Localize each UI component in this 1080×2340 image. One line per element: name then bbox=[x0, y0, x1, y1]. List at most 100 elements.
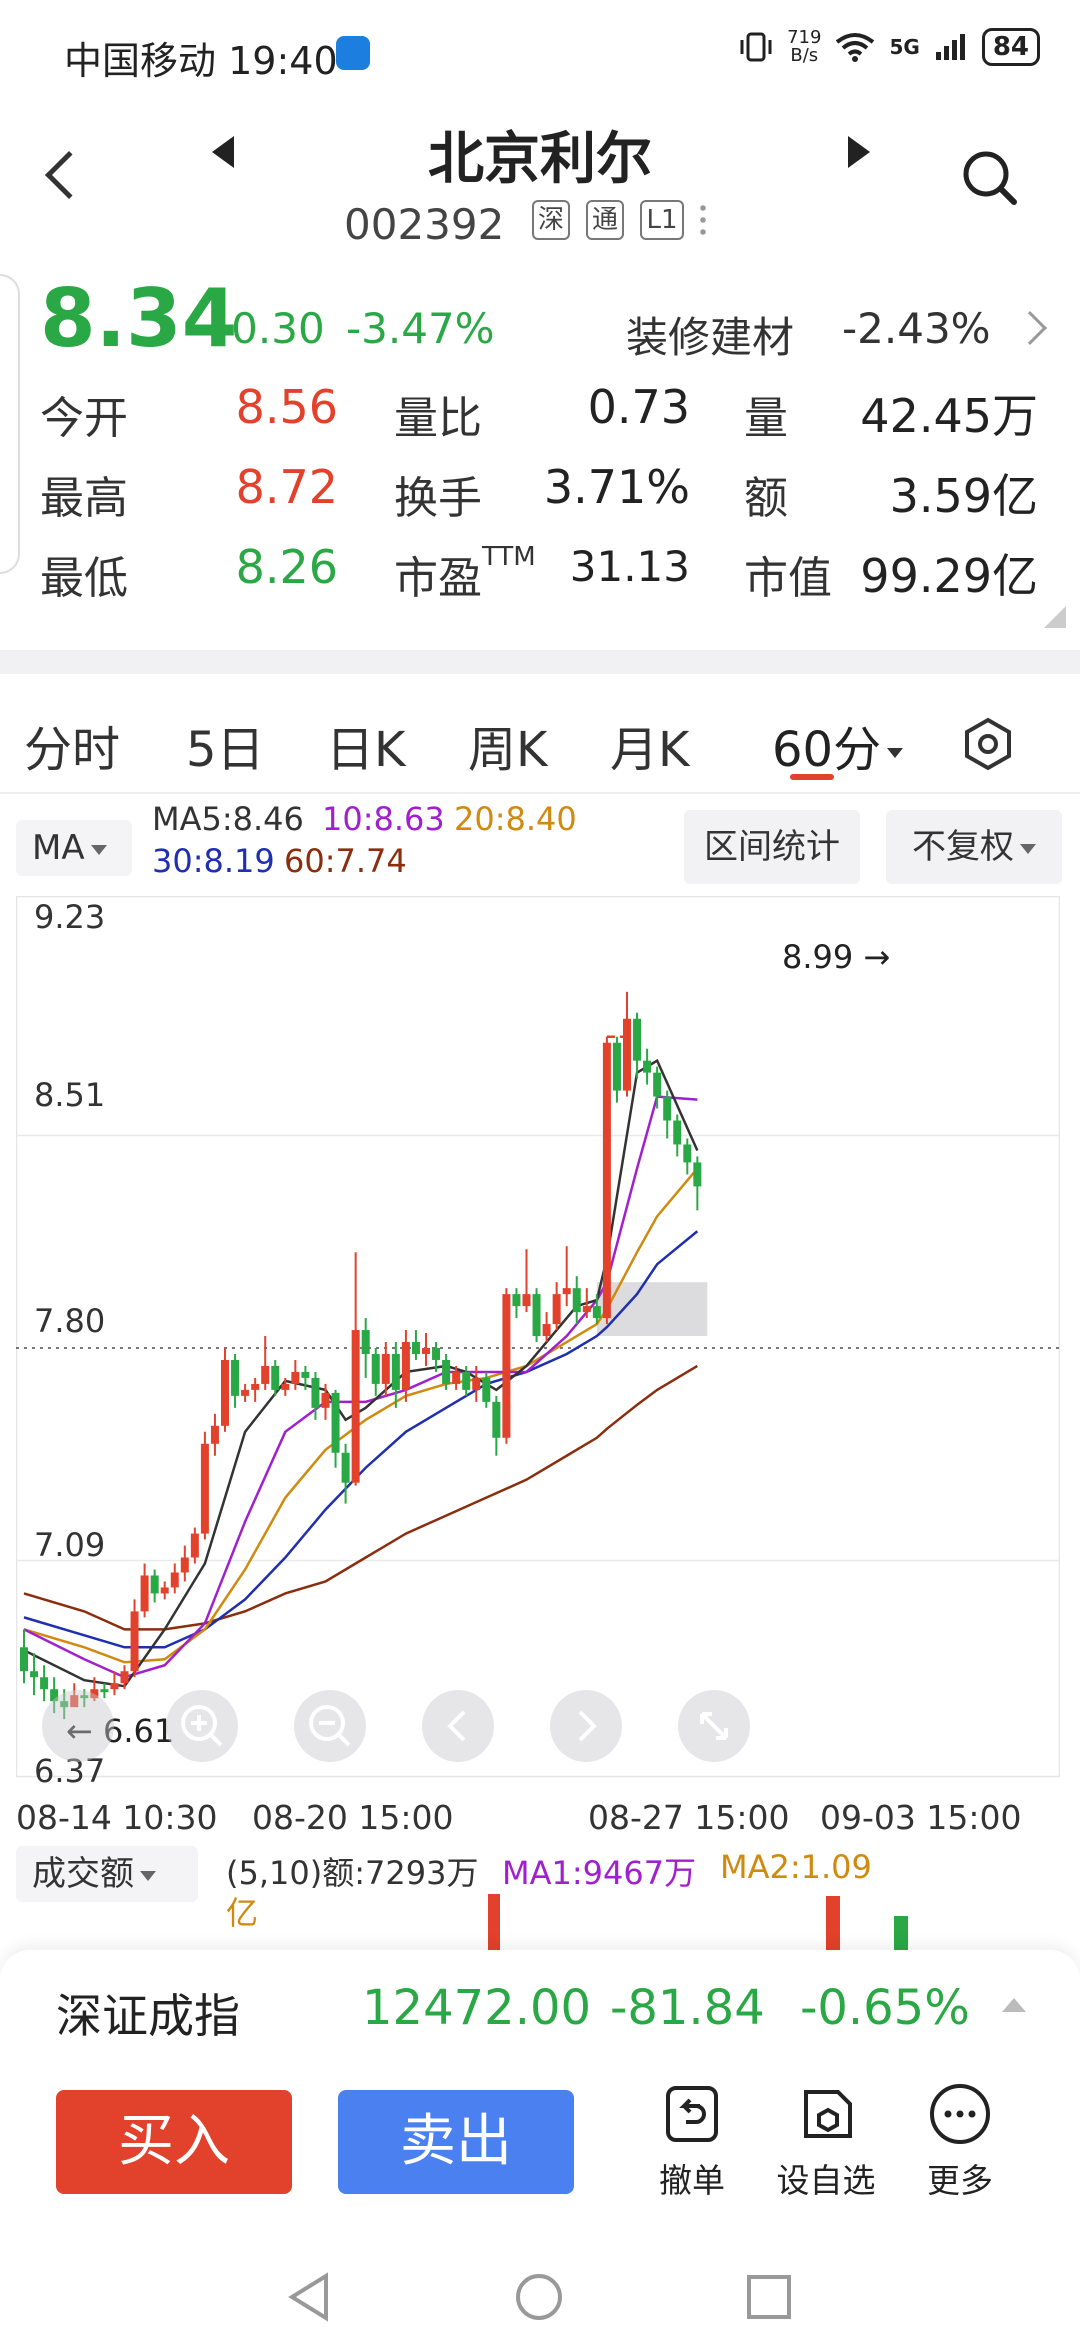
cancel-order-button[interactable]: 撤单 bbox=[642, 2082, 742, 2202]
candle-body bbox=[130, 1611, 139, 1672]
candle-body bbox=[80, 1695, 89, 1699]
fullscreen-button[interactable] bbox=[678, 1690, 750, 1762]
candle-body bbox=[241, 1389, 250, 1396]
battery-level: 84 bbox=[992, 32, 1029, 62]
net-speed-value: 719 bbox=[787, 27, 822, 48]
volume-label: 量 bbox=[744, 393, 788, 444]
candle-body bbox=[341, 1452, 350, 1483]
nav-recents-icon[interactable] bbox=[746, 2274, 792, 2320]
kline-svg[interactable] bbox=[16, 896, 1060, 1796]
turnover-value: 3.71% bbox=[543, 460, 690, 514]
more-button[interactable]: 更多 bbox=[910, 2082, 1010, 2202]
indicator-select[interactable]: MA bbox=[16, 820, 132, 876]
candle-body bbox=[140, 1575, 149, 1612]
search-icon[interactable] bbox=[960, 148, 1018, 206]
side-drawer-handle[interactable] bbox=[0, 274, 20, 574]
ma10-value: 10:8.63 bbox=[322, 800, 445, 838]
caret-down-icon bbox=[140, 1870, 156, 1881]
next-stock-icon[interactable] bbox=[848, 136, 870, 168]
candle-body bbox=[231, 1359, 240, 1396]
market-cap-label: 市值 bbox=[744, 553, 832, 604]
more-label: 更多 bbox=[927, 2161, 993, 2200]
nav-home-icon[interactable] bbox=[514, 2272, 564, 2322]
candle-body bbox=[422, 1348, 430, 1354]
expand-up-icon[interactable] bbox=[1002, 1998, 1026, 2012]
chart-prev-button[interactable] bbox=[42, 1690, 114, 1762]
tab-5day[interactable]: 5日 bbox=[186, 722, 265, 778]
adjust-select-label: 不复权 bbox=[912, 827, 1014, 867]
last-price: 8.34 bbox=[40, 272, 238, 365]
x-tick-label: 08-14 10:30 bbox=[16, 1798, 218, 1837]
tab-monthly-k[interactable]: 月K bbox=[610, 722, 690, 778]
caret-down-icon bbox=[887, 748, 904, 758]
ma20-line bbox=[23, 1167, 699, 1664]
more-dots-icon[interactable] bbox=[700, 202, 706, 238]
candle-body bbox=[251, 1383, 260, 1390]
sector-change[interactable]: -2.43% bbox=[842, 304, 991, 353]
buy-button[interactable]: 买入 bbox=[56, 2090, 292, 2194]
sell-button[interactable]: 卖出 bbox=[338, 2090, 574, 2194]
zoom-out-icon bbox=[309, 1705, 351, 1747]
candle-body bbox=[673, 1120, 682, 1145]
candle-body bbox=[401, 1342, 410, 1390]
tab-weekly-k[interactable]: 周K bbox=[468, 722, 548, 778]
index-value: 12472.00 bbox=[362, 1980, 592, 2036]
volume-formula: (5,10)额:7293万 bbox=[226, 1854, 479, 1892]
candle-body bbox=[683, 1144, 692, 1163]
index-name[interactable]: 深证成指 bbox=[56, 1989, 240, 2043]
ma5-value: MA5:8.46 bbox=[152, 800, 304, 838]
candle-body bbox=[110, 1683, 119, 1690]
range-stats-button[interactable]: 区间统计 bbox=[684, 810, 860, 884]
kline-chart[interactable]: 9.23 8.51 7.80 7.09 6.37 8.99 → ← 6.61 0… bbox=[16, 896, 1060, 1837]
zoom-out-button[interactable] bbox=[294, 1690, 366, 1762]
tab-60min[interactable]: 60分 bbox=[772, 710, 904, 780]
candle-body bbox=[623, 1018, 631, 1091]
more-icon bbox=[930, 2084, 990, 2144]
candle-body bbox=[200, 1443, 209, 1534]
x-tick-label: 08-20 15:00 bbox=[252, 1798, 454, 1837]
candle-body bbox=[522, 1294, 531, 1307]
vol-ratio-label: 量比 bbox=[394, 393, 482, 444]
tag-connect: 通 bbox=[586, 200, 624, 240]
support-band bbox=[596, 1282, 708, 1337]
cancel-order-icon bbox=[666, 2086, 718, 2142]
zoom-in-button[interactable] bbox=[166, 1690, 238, 1762]
tab-intraday[interactable]: 分时 bbox=[24, 722, 121, 778]
candle-body bbox=[633, 1018, 642, 1061]
candle-body bbox=[261, 1365, 270, 1384]
carrier-name: 中国移动 bbox=[64, 39, 217, 83]
chevron-right-icon[interactable] bbox=[1013, 311, 1047, 345]
candle-body bbox=[391, 1353, 400, 1390]
ma30-value: 30:8.19 bbox=[152, 842, 275, 880]
candle-body bbox=[552, 1294, 561, 1325]
expand-corner-icon[interactable] bbox=[1044, 606, 1066, 628]
price-change: -0.30 bbox=[216, 304, 325, 353]
prev-stock-icon[interactable] bbox=[212, 136, 234, 168]
candle-body bbox=[70, 1695, 79, 1708]
volume-indicator-select[interactable]: 成交额 bbox=[16, 1846, 198, 1902]
volume-ma2: MA2:1.09 bbox=[720, 1848, 872, 1886]
wifi-icon bbox=[836, 33, 875, 62]
tab-daily-k[interactable]: 日K bbox=[326, 722, 406, 778]
candle-body bbox=[532, 1294, 541, 1337]
candle-body bbox=[582, 1306, 591, 1313]
add-watchlist-button[interactable]: 设自选 bbox=[776, 2082, 876, 2202]
turnover-label: 换手 bbox=[394, 473, 482, 524]
high-label: 最高 bbox=[40, 473, 128, 524]
scroll-left-button[interactable] bbox=[422, 1690, 494, 1762]
network-type: 5G bbox=[889, 35, 920, 59]
adjust-select[interactable]: 不复权 bbox=[886, 810, 1062, 884]
pe-label-text: 市盈 bbox=[394, 553, 482, 604]
chart-frame bbox=[16, 896, 1060, 1778]
net-speed-unit: B/s bbox=[790, 45, 819, 66]
candle-body bbox=[180, 1557, 189, 1573]
chevron-right-icon bbox=[578, 1710, 597, 1742]
sector-name[interactable]: 装修建材 bbox=[626, 313, 795, 362]
battery-icon: 84 bbox=[981, 28, 1040, 66]
settings-hex-icon[interactable] bbox=[960, 716, 1016, 772]
quote-panel: 8.34 -0.30 -3.47% 装修建材 -2.43% 今开 8.56 量比… bbox=[0, 266, 1080, 646]
nav-back-icon[interactable] bbox=[286, 2272, 332, 2322]
indicator-select-label: MA bbox=[32, 828, 85, 868]
candle-body bbox=[271, 1365, 280, 1390]
scroll-right-button[interactable] bbox=[550, 1690, 622, 1762]
